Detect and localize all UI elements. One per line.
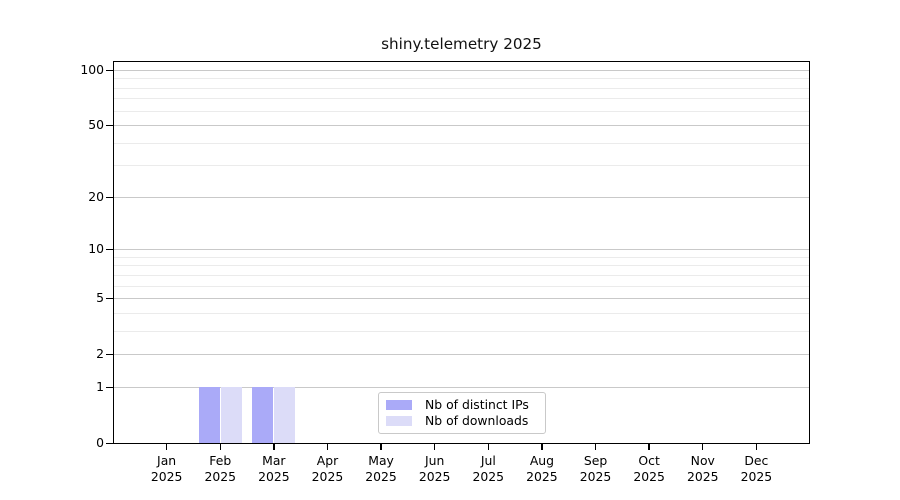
- x-tick-label: Nov 2025: [686, 452, 719, 484]
- major-gridline: [113, 298, 810, 300]
- x-tick-label: Oct 2025: [633, 452, 665, 484]
- x-tick: [273, 443, 275, 450]
- major-gridline: [113, 69, 810, 71]
- x-tick-label: Aug 2025: [526, 452, 558, 484]
- minor-gridline: [113, 256, 810, 258]
- y-tick-label: 100: [80, 62, 104, 78]
- y-tick-label: 5: [96, 290, 104, 306]
- minor-gridline: [113, 78, 810, 80]
- x-tick: [594, 443, 597, 450]
- x-tick: [165, 443, 168, 450]
- x-tick-label: Jan 2025: [150, 452, 183, 484]
- x-tick-label: Feb 2025: [204, 452, 236, 484]
- x-tick: [433, 443, 436, 450]
- minor-gridline: [113, 312, 810, 314]
- y-tick: [106, 248, 113, 251]
- major-gridline: [113, 125, 810, 127]
- y-tick: [106, 196, 113, 198]
- x-tick-label: Apr 2025: [311, 452, 344, 484]
- legend-label: Nb of distinct IPs: [425, 397, 529, 412]
- minor-gridline: [113, 285, 810, 287]
- minor-gridline: [113, 142, 810, 144]
- x-tick: [541, 443, 543, 450]
- minor-gridline: [113, 265, 810, 267]
- minor-gridline: [113, 110, 810, 112]
- major-gridline: [113, 386, 810, 388]
- x-tick-label: Jun 2025: [418, 452, 451, 484]
- bar-nb-of-distinct-ips-feb: [198, 387, 220, 444]
- x-tick: [648, 443, 650, 450]
- y-tick-label: 10: [88, 241, 104, 257]
- chart-title: shiny.telemetry 2025: [381, 35, 542, 53]
- legend-item: Nb of downloads: [386, 414, 537, 428]
- y-tick: [106, 442, 113, 445]
- bar-nb-of-downloads-feb: [220, 387, 242, 444]
- minor-gridline: [113, 274, 810, 276]
- bar-nb-of-downloads-mar: [274, 387, 296, 444]
- minor-gridline: [113, 98, 810, 100]
- y-tick: [106, 124, 113, 127]
- legend-item: Nb of distinct IPs: [386, 398, 537, 412]
- x-tick-label: Jul 2025: [472, 452, 505, 484]
- x-tick-label: Sep 2025: [579, 452, 612, 484]
- y-tick-label: 0: [96, 435, 104, 451]
- major-gridline: [113, 196, 810, 198]
- y-tick: [106, 297, 113, 300]
- legend-swatch-icon: [386, 400, 412, 410]
- major-gridline: [113, 354, 810, 356]
- legend: Nb of distinct IPs Nb of downloads: [378, 392, 546, 434]
- x-tick: [380, 443, 382, 450]
- legend-swatch-icon: [386, 416, 412, 426]
- x-tick: [326, 443, 329, 450]
- x-tick: [702, 443, 704, 450]
- x-tick: [219, 443, 221, 450]
- y-tick-label: 2: [96, 346, 104, 362]
- y-tick: [106, 386, 113, 389]
- y-tick-label: 1: [96, 379, 104, 395]
- y-tick-label: 20: [88, 189, 104, 205]
- minor-gridline: [113, 87, 810, 89]
- bar-nb-of-distinct-ips-mar: [252, 387, 274, 444]
- major-gridline: [113, 249, 810, 251]
- x-tick-label: Dec 2025: [740, 452, 773, 484]
- x-tick: [487, 443, 489, 450]
- y-tick: [106, 353, 113, 356]
- x-tick: [755, 443, 758, 450]
- x-tick-label: May 2025: [365, 452, 397, 484]
- minor-gridline: [113, 330, 810, 332]
- legend-label: Nb of downloads: [425, 413, 529, 428]
- y-tick-label: 50: [88, 117, 104, 133]
- minor-gridline: [113, 165, 810, 167]
- y-tick: [106, 69, 113, 71]
- x-tick-label: Mar 2025: [258, 452, 290, 484]
